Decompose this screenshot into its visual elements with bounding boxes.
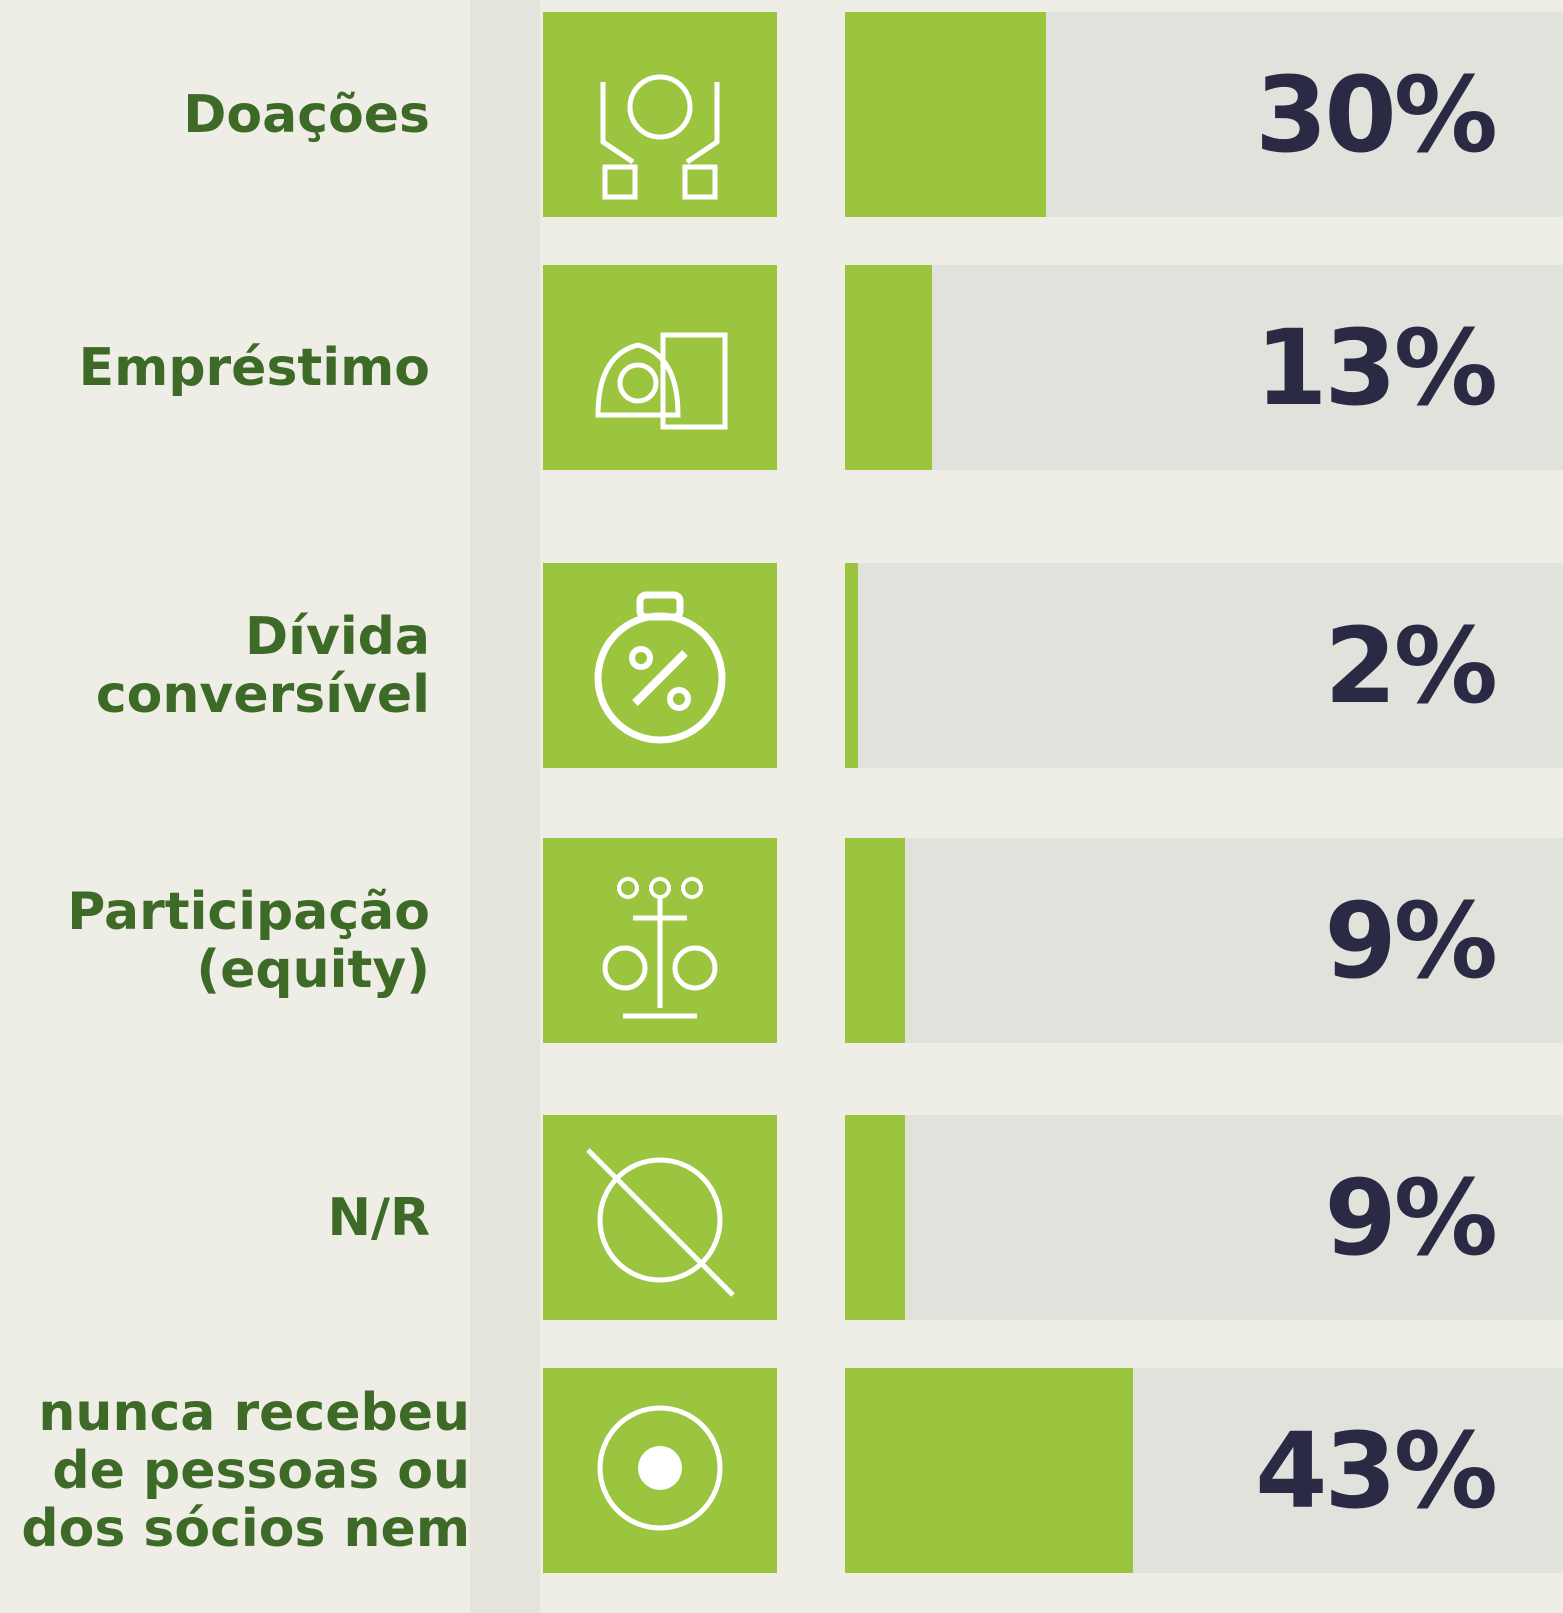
icon-box bbox=[543, 1115, 777, 1320]
icon-box bbox=[543, 1368, 777, 1573]
bar bbox=[845, 1368, 1134, 1573]
icon bbox=[597, 1405, 723, 1531]
value-label: 2% bbox=[1324, 604, 1498, 727]
bar-track bbox=[845, 1115, 1563, 1320]
bar-track bbox=[845, 563, 1563, 768]
category-label: Participação (equity) bbox=[67, 881, 430, 1000]
category-label: N/R bbox=[327, 1187, 430, 1248]
icon bbox=[595, 332, 728, 430]
value-label: 9% bbox=[1324, 1156, 1498, 1279]
category-label: Empréstimo bbox=[78, 337, 430, 398]
icon-box bbox=[543, 265, 777, 470]
category-label: Dívida conversível bbox=[95, 606, 430, 725]
bar bbox=[845, 563, 859, 768]
icon bbox=[586, 1148, 735, 1297]
bar bbox=[845, 838, 906, 1043]
icon-box bbox=[543, 838, 777, 1043]
icon-box bbox=[543, 12, 777, 217]
icon bbox=[600, 74, 720, 200]
value-label: 30% bbox=[1255, 53, 1498, 176]
category-label: nunca recebeu de pessoas ou dos sócios n… bbox=[21, 1382, 470, 1559]
bar-track bbox=[845, 265, 1563, 470]
category-label: Doações bbox=[183, 84, 430, 145]
value-label: 9% bbox=[1324, 879, 1498, 1002]
icon bbox=[602, 877, 718, 1019]
bar bbox=[845, 1115, 906, 1320]
icon bbox=[594, 591, 726, 744]
bar-track bbox=[845, 838, 1563, 1043]
bar bbox=[845, 12, 1046, 217]
palm-trunk bbox=[470, 0, 540, 1613]
value-label: 43% bbox=[1255, 1409, 1498, 1532]
value-label: 13% bbox=[1255, 306, 1498, 429]
icon-box bbox=[543, 563, 777, 768]
bar bbox=[845, 265, 933, 470]
